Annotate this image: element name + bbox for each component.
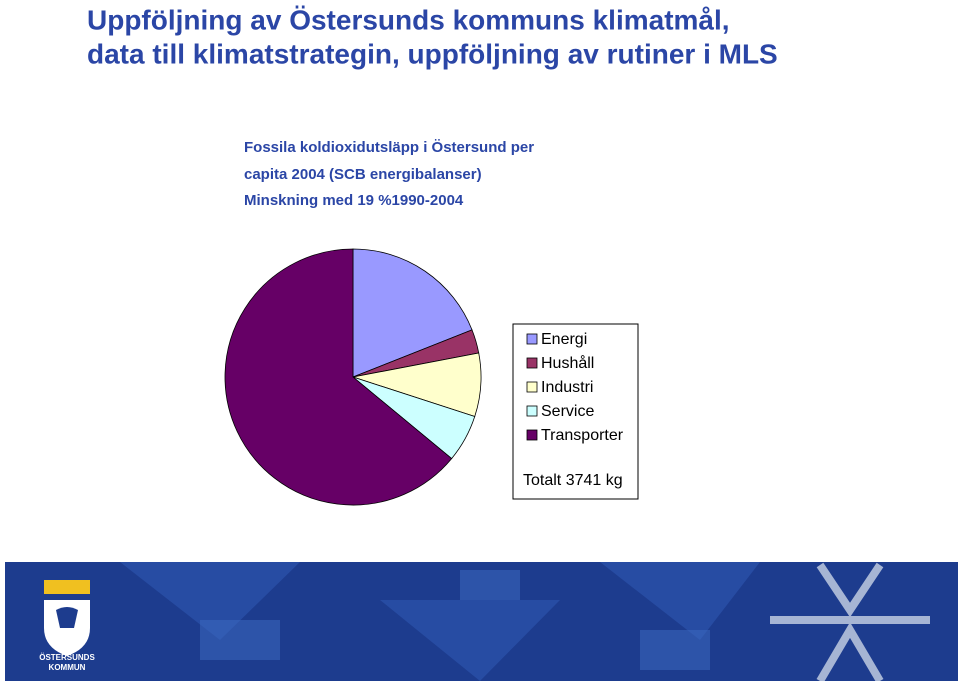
legend-swatch bbox=[526, 333, 538, 345]
slide-title: Uppföljning av Östersunds kommuns klimat… bbox=[87, 4, 730, 35]
legend-swatch bbox=[526, 357, 538, 369]
legend-label: Transporter bbox=[541, 427, 624, 444]
legend-swatch bbox=[526, 405, 538, 417]
footer-banner: ÖSTERSUNDS KOMMUN bbox=[5, 562, 958, 681]
pie-slice bbox=[224, 248, 453, 506]
logo-text: KOMMUN bbox=[49, 663, 86, 672]
slide-title: data till klimatstrategin, uppföljning a… bbox=[87, 38, 778, 69]
annotation: Totalt 3741 kg bbox=[523, 472, 623, 489]
legend-swatch bbox=[526, 429, 538, 441]
chart-title: Fossila koldioxidutsläpp i Östersund per bbox=[244, 139, 534, 156]
legend-label: Service bbox=[541, 403, 594, 420]
legend-label: Industri bbox=[541, 379, 593, 396]
chart-title: capita 2004 (SCB energibalanser) bbox=[244, 166, 482, 183]
legend-swatch bbox=[526, 381, 538, 393]
legend-label: Energi bbox=[541, 331, 587, 348]
chart-title: Minskning med 19 %1990-2004 bbox=[244, 192, 464, 209]
pie-slice bbox=[352, 248, 473, 378]
legend-label: Hushåll bbox=[541, 354, 594, 372]
logo-text: ÖSTERSUNDS bbox=[39, 653, 95, 662]
